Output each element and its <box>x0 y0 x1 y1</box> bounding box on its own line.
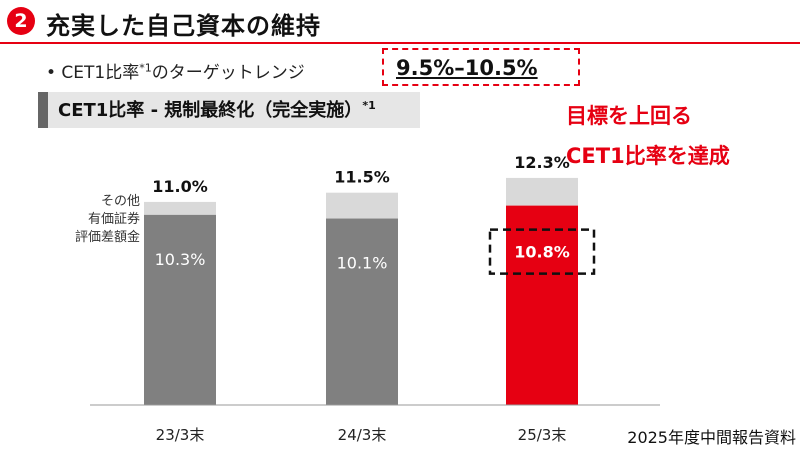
page-title: 充実した自己資本の維持 <box>46 12 321 40</box>
bar-total-label-2: 11.5% <box>334 168 390 187</box>
legend-label-line-3: 評価差額金 <box>74 230 140 245</box>
bullet-suffix: のターゲットレンジ <box>151 63 305 83</box>
bar-other-securities-2 <box>326 192 398 219</box>
bar-total-label-1: 11.0% <box>152 177 208 196</box>
bar-cet1-base-1 <box>144 214 216 405</box>
bar-cet1-base-2 <box>326 218 398 405</box>
bar-other-securities-3 <box>506 177 578 206</box>
target-range-box <box>382 48 580 86</box>
bar-total-label-3: 12.3% <box>514 153 570 172</box>
callout-line-2: CET1比率を達成 <box>566 144 730 168</box>
bar-base-label-2: 10.1% <box>337 254 388 273</box>
bullet-footnote-mark: *1 <box>139 61 152 75</box>
legend-label-line-2: 有価証券 <box>87 212 140 227</box>
x-tick-label-3: 25/3末 <box>518 426 567 444</box>
bar-base-label-1: 10.3% <box>155 250 206 269</box>
bar-base-label-3: 10.8% <box>514 243 570 262</box>
target-range-value: 9.5%–10.5% <box>396 56 538 80</box>
highlight-dashed-box <box>488 228 596 275</box>
section-number-badge: 2 <box>7 7 35 35</box>
subheader-accent-bar <box>38 92 48 128</box>
legend-label-line-1: その他 <box>100 194 140 209</box>
callout-line-1: 目標を上回る <box>566 104 692 128</box>
subheader-background <box>48 92 420 128</box>
subheader-text: CET1比率 - 規制最終化（完全実施） <box>58 100 363 121</box>
bullet-prefix: • CET1比率 <box>46 63 140 83</box>
bar-other-securities-1 <box>144 201 216 215</box>
x-tick-label-2: 24/3末 <box>338 426 387 444</box>
x-tick-label-1: 23/3末 <box>156 426 205 444</box>
target-range-bullet: • CET1比率*1のターゲットレンジ <box>46 58 305 83</box>
title-underline <box>0 42 800 44</box>
footer-source: 2025年度中間報告資料 <box>627 428 796 447</box>
subheader-footnote-mark: *1 <box>362 99 376 112</box>
chart-subheader: CET1比率 - 規制最終化（完全実施）*1 <box>58 96 376 122</box>
bar-cet1-base-3 <box>506 205 578 405</box>
